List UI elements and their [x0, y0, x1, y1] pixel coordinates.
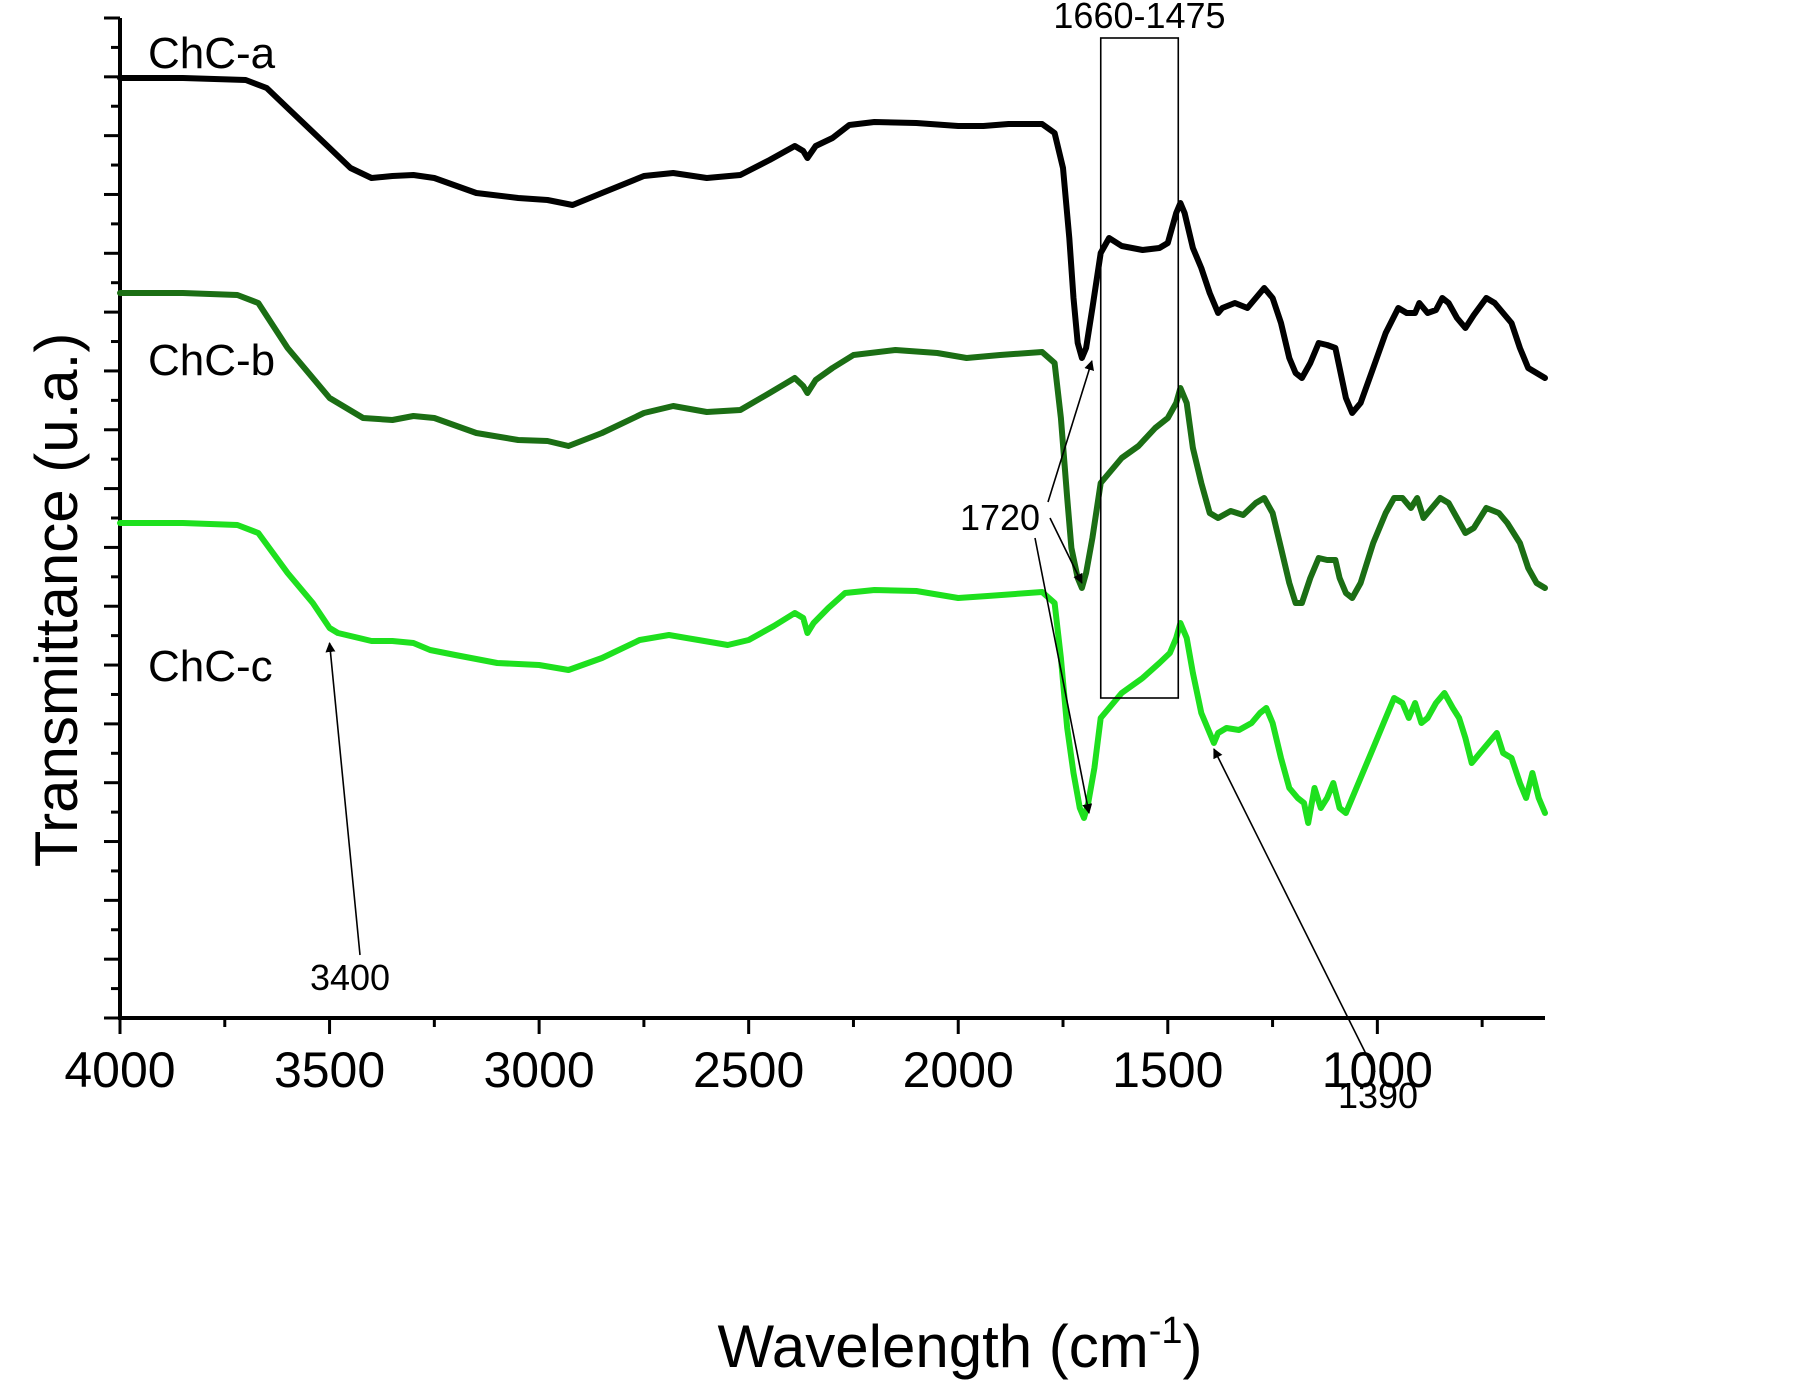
series-label-chc-b: ChC-b	[148, 336, 275, 385]
annotation-arrow-1720-a	[1047, 360, 1094, 503]
annotation-label-1720: 1720	[960, 497, 1040, 538]
annotation-label-1390: 1390	[1338, 1075, 1418, 1116]
annotation-box-1660-1475	[1099, 37, 1180, 699]
x-tick-label: 3500	[274, 1042, 385, 1098]
series-line-chc-b	[117, 290, 1548, 606]
annotation-arrow-1720-c	[1034, 537, 1093, 814]
x-tick-label: 2000	[903, 1042, 1014, 1098]
annotation-label-3400: 3400	[310, 957, 390, 998]
series-label-chc-c: ChC-c	[148, 642, 273, 691]
y-axis-title: Transmittance (u.a.)	[23, 333, 90, 868]
axes: 4000 3500 3000 2500 2000 1500 1000	[64, 16, 1545, 1098]
annotation-arrow-3400	[325, 642, 361, 956]
x-tick-label: 1500	[1112, 1042, 1223, 1098]
series-line-chc-c	[117, 520, 1548, 826]
annotation-label-1660-1475: 1660-1475	[1053, 0, 1225, 36]
annotation-arrow-1720-b	[1049, 517, 1083, 584]
x-axis-title-main: Wavelength (cm	[717, 1313, 1148, 1380]
annotation-arrow-1390	[1213, 748, 1376, 1073]
annotations: 1660-1475 1720 3400 1390	[310, 0, 1418, 1116]
x-axis-title-superscript: -1	[1149, 1310, 1183, 1352]
x-tick-label: 2500	[693, 1042, 804, 1098]
series-label-chc-a: ChC-a	[148, 29, 276, 78]
x-axis-title: Wavelength (cm-1)	[717, 1310, 1202, 1380]
series-lines	[117, 75, 1548, 826]
x-tick-label: 3000	[484, 1042, 595, 1098]
x-axis-title-close: )	[1183, 1313, 1203, 1380]
x-tick-label: 4000	[64, 1042, 175, 1098]
series-line-chc-a	[117, 75, 1548, 416]
x-tick-label: 1000	[1322, 1042, 1433, 1098]
